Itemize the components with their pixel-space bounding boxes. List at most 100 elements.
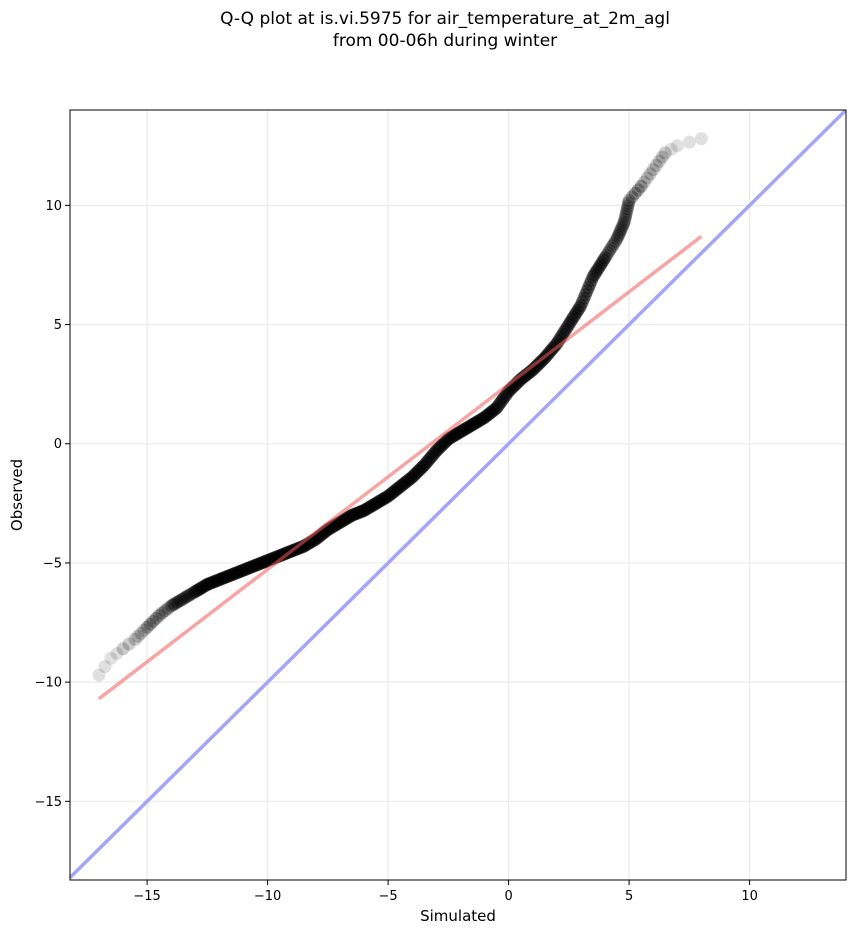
qq-point (417, 458, 431, 472)
qq-point (330, 517, 344, 531)
qq-point (452, 426, 466, 440)
qq-point (611, 230, 625, 244)
qq-point (256, 555, 270, 569)
qq-point (235, 564, 249, 578)
qq-point (292, 541, 306, 555)
qq-point (221, 569, 235, 583)
qq-point (429, 444, 443, 458)
qq-point (346, 508, 360, 522)
qq-point (474, 412, 488, 426)
qq-point (612, 228, 626, 242)
qq-point (169, 596, 183, 610)
qq-point (560, 320, 574, 334)
qq-point (443, 431, 457, 445)
qq-point (211, 573, 225, 587)
qq-point (371, 495, 385, 509)
qq-point (217, 571, 231, 585)
qq-point (202, 577, 216, 591)
qq-point (556, 327, 570, 341)
qq-point (244, 560, 258, 574)
qq-point (223, 568, 237, 582)
qq-point (365, 499, 379, 513)
qq-point (194, 581, 208, 595)
qq-point (583, 277, 597, 291)
qq-point (476, 411, 490, 425)
qq-point (181, 589, 195, 603)
qq-point (581, 281, 595, 295)
qq-point (437, 436, 451, 450)
qq-point (413, 463, 427, 477)
qq-point (333, 515, 347, 529)
qq-point (170, 595, 184, 609)
qq-point (208, 574, 222, 588)
qq-point (496, 393, 510, 407)
qq-point (616, 217, 630, 231)
qq-point (606, 239, 620, 253)
qq-point (408, 467, 422, 481)
qq-point (694, 132, 708, 146)
qq-point (396, 477, 410, 491)
qq-point (253, 557, 267, 571)
qq-point (184, 587, 198, 601)
qq-point (384, 487, 398, 501)
qq-point (577, 291, 591, 305)
qq-point (143, 617, 157, 631)
qq-point (92, 668, 106, 682)
qq-point (339, 512, 353, 526)
qq-point (595, 256, 609, 270)
qq-point (179, 590, 193, 604)
qq-point (487, 403, 501, 417)
qq-point (590, 263, 604, 277)
qq-point (441, 432, 455, 446)
qq-point (134, 626, 148, 640)
qq-point (389, 483, 403, 497)
qq-point (419, 456, 433, 470)
qq-point (614, 223, 628, 237)
qq-point (356, 504, 370, 518)
qq-point (215, 571, 229, 585)
qq-point (569, 306, 583, 320)
qq-point (416, 460, 430, 474)
data-points (92, 132, 708, 682)
qq-point (597, 253, 610, 267)
qq-point (575, 295, 589, 309)
qq-point (432, 441, 446, 455)
qq-point (447, 428, 461, 442)
qq-point (173, 593, 187, 607)
qq-point (360, 502, 374, 516)
qq-point (334, 515, 348, 529)
qq-point (482, 407, 496, 421)
qq-point (247, 559, 261, 573)
x-tick-label: 5 (625, 889, 633, 904)
qq-point (618, 210, 632, 224)
qq-point (369, 496, 383, 510)
qq-point (205, 576, 219, 590)
qq-point (655, 150, 669, 164)
qq-point (128, 632, 142, 646)
qq-point (386, 486, 400, 500)
qq-point (166, 598, 180, 612)
qq-point (473, 413, 487, 427)
qq-point (331, 516, 345, 530)
qq-point (682, 135, 696, 149)
qq-point (557, 325, 571, 339)
qq-point (548, 338, 562, 352)
qq-point (562, 318, 576, 332)
qq-point (414, 461, 428, 475)
qq-point (197, 579, 211, 593)
qq-point (140, 620, 154, 634)
qq-point (461, 420, 475, 434)
qq-point (237, 563, 251, 577)
qq-point (276, 548, 290, 562)
qq-point (491, 399, 505, 413)
y-tick-label: 10 (45, 199, 62, 214)
qq-point (440, 433, 454, 447)
qq-point (478, 411, 492, 425)
qq-point (574, 298, 588, 312)
qq-point (640, 171, 654, 185)
qq-point (604, 241, 618, 255)
qq-point (618, 212, 632, 226)
qq-point (600, 248, 614, 262)
qq-point (587, 267, 601, 281)
